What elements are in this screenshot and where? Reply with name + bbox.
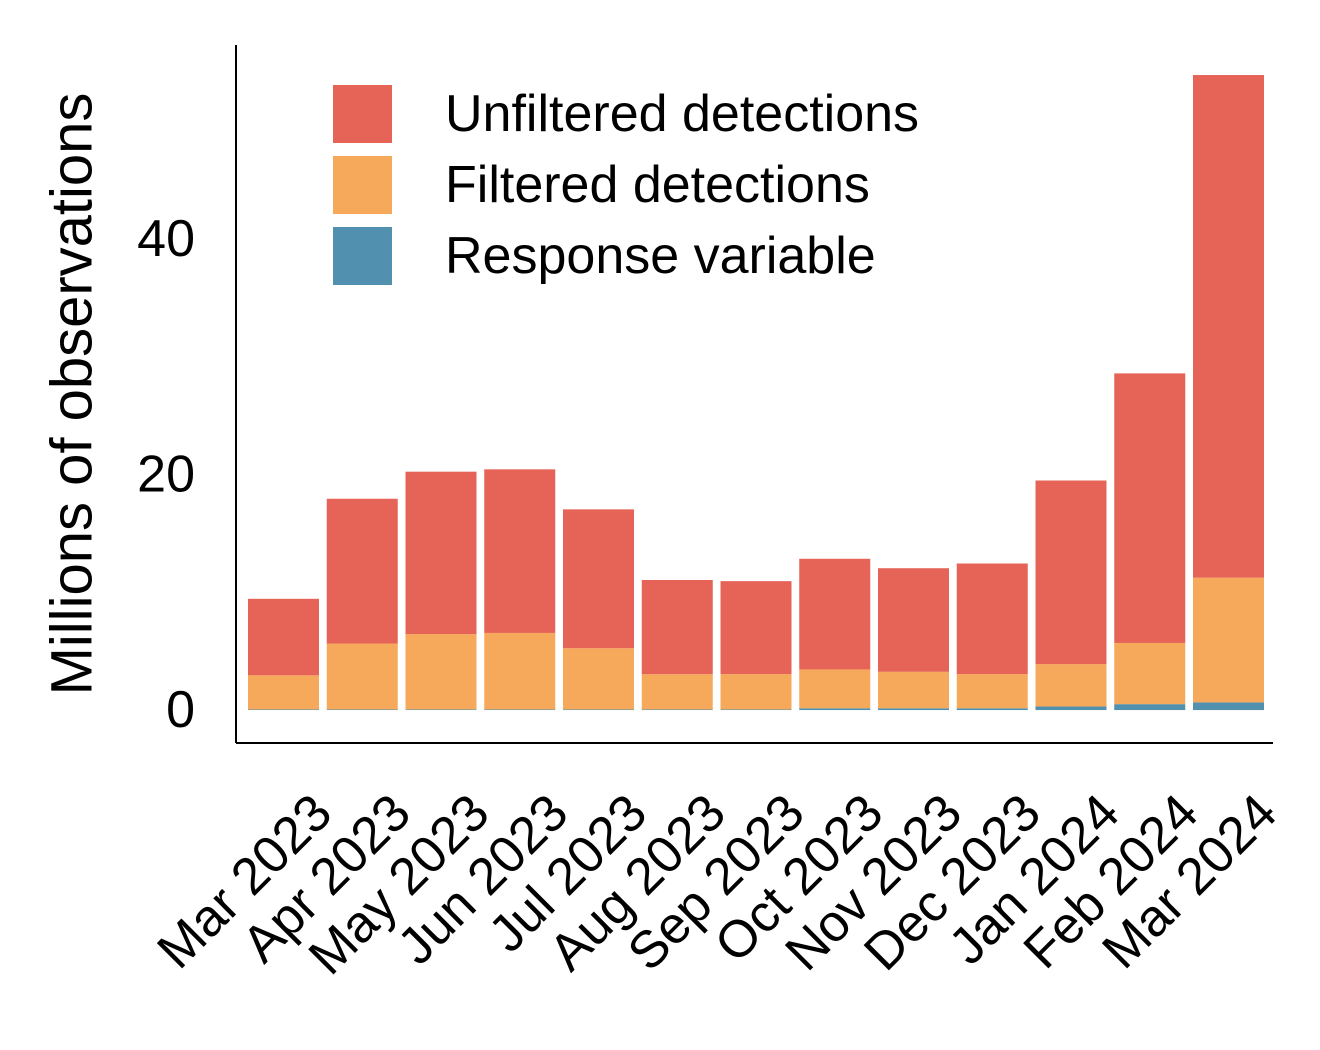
bar-unfiltered-detections (956, 563, 1028, 675)
bar-response-variable (641, 709, 713, 711)
legend-swatch-response-variable (333, 227, 392, 285)
bar-filtered-detections (248, 675, 319, 710)
bar-response-variable (956, 708, 1028, 711)
y-tick-label: 40 (137, 210, 195, 268)
legend-swatch-unfiltered-detections (333, 85, 392, 143)
bar-response-variable (248, 709, 319, 711)
bar-response-variable (1114, 704, 1186, 711)
bar-unfiltered-detections (878, 568, 949, 672)
legend-label-unfiltered-detections: Unfiltered detections (445, 85, 919, 143)
bar-filtered-detections (1035, 664, 1107, 707)
y-tick-labels: 0 20 40 (137, 210, 195, 739)
bar-response-variable (405, 709, 477, 711)
bar-filtered-detections (956, 674, 1028, 709)
legend-label-response-variable: Response variable (445, 227, 876, 285)
bar-response-variable (878, 708, 949, 711)
bar-unfiltered-detections (484, 469, 556, 633)
bar-unfiltered-detections (641, 579, 713, 675)
bar-response-variable (1035, 706, 1107, 711)
bar-unfiltered-detections (563, 509, 634, 649)
legend-label-filtered-detections: Filtered detections (445, 156, 870, 214)
bar-filtered-detections (799, 669, 871, 709)
y-tick-label: 20 (137, 446, 195, 504)
bar-unfiltered-detections (1193, 75, 1264, 578)
bar-filtered-detections (405, 634, 477, 710)
legend-swatch-filtered-detections (333, 156, 392, 214)
y-tick-label: 0 (166, 681, 195, 739)
bar-unfiltered-detections (1114, 373, 1186, 643)
axes-group (235, 45, 1273, 744)
bar-unfiltered-detections (799, 558, 871, 670)
bar-response-variable (326, 709, 398, 711)
bar-unfiltered-detections (405, 471, 477, 635)
bar-filtered-detections (563, 648, 634, 710)
bar-filtered-detections (1114, 642, 1186, 705)
bar-filtered-detections (326, 643, 398, 710)
bar-filtered-detections (484, 632, 556, 710)
legend: Unfiltered detections Filtered detections… (333, 85, 919, 285)
bar-response-variable (799, 708, 871, 711)
bar-filtered-detections (720, 674, 792, 710)
bar-response-variable (1193, 702, 1264, 711)
bar-filtered-detections (878, 671, 949, 709)
bar-response-variable (484, 709, 556, 711)
bar-unfiltered-detections (326, 498, 398, 644)
bar-unfiltered-detections (720, 581, 792, 675)
bar-unfiltered-detections (248, 598, 319, 676)
bar-response-variable (563, 709, 634, 711)
y-axis-title: Millions of observations (40, 93, 105, 696)
bar-filtered-detections (641, 674, 713, 710)
bars-group (248, 75, 1264, 711)
bar-filtered-detections (1193, 577, 1264, 703)
bar-unfiltered-detections (1035, 480, 1107, 665)
bar-response-variable (720, 709, 792, 711)
